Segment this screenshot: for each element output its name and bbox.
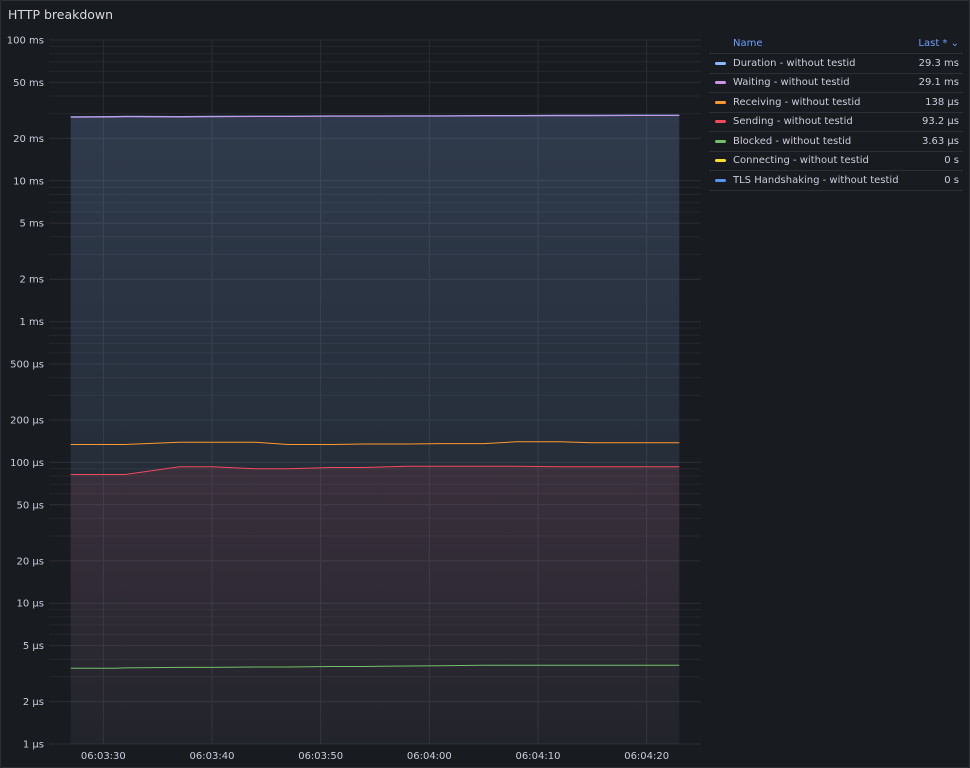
legend-item-name: Receiving - without testid xyxy=(733,96,861,108)
x-tick-label: 06:04:20 xyxy=(624,751,669,762)
legend-item[interactable]: Receiving - without testid 138 µs xyxy=(709,93,963,113)
y-axis: 100 ms 50 ms 20 ms 10 ms 5 ms 2 ms 1 ms 500 µs 2… xyxy=(7,36,44,751)
y-tick-label: 20 ms xyxy=(13,134,44,145)
series-line-1 xyxy=(70,115,680,118)
legend-item[interactable]: Duration - without testid 29.3 ms xyxy=(709,54,963,74)
y-tick-label: 2 ms xyxy=(20,275,45,286)
y-tick-label: 500 µs xyxy=(10,359,44,370)
y-tick-label: 1 ms xyxy=(20,317,45,328)
series-line-2 xyxy=(70,441,680,445)
y-tick-label: 1 µs xyxy=(23,740,44,751)
legend-item-value: 138 µs xyxy=(925,96,959,108)
legend-swatch xyxy=(715,100,726,104)
legend-item-value: 29.3 ms xyxy=(918,57,959,69)
legend-item-name: Waiting - without testid xyxy=(733,77,850,89)
x-tick-label: 06:03:40 xyxy=(190,751,235,762)
y-tick-label: 100 ms xyxy=(7,36,44,47)
x-axis: 06:03:30 06:03:40 06:03:50 06:04:00 06:04:10… xyxy=(81,751,669,762)
legend-item-value: 93.2 µs xyxy=(921,116,959,128)
legend-swatch xyxy=(715,159,726,163)
legend-swatch xyxy=(715,120,726,124)
y-tick-label: 100 µs xyxy=(10,458,44,469)
legend-swatch xyxy=(715,81,726,85)
y-tick-label: 20 µs xyxy=(17,556,44,567)
legend-swatch xyxy=(715,178,726,182)
legend-item[interactable]: Blocked - without testid 3.63 µs xyxy=(709,132,963,152)
legend-item-name: Connecting - without testid xyxy=(733,155,869,167)
y-tick-label: 5 µs xyxy=(23,641,44,652)
series-fills xyxy=(70,115,680,745)
legend-swatch xyxy=(715,61,726,65)
series-fill-3 xyxy=(70,466,680,744)
y-tick-label: 200 µs xyxy=(10,416,44,427)
legend-name-header[interactable]: Name xyxy=(733,37,763,49)
legend-item-value: 3.63 µs xyxy=(921,135,959,147)
legend-header: Name Last * ⌄ xyxy=(709,33,963,54)
legend-item-name: TLS Handshaking - without testid xyxy=(733,174,899,186)
series-line-4 xyxy=(70,664,680,669)
y-tick-label: 50 µs xyxy=(17,500,44,511)
y-tick-label: 10 µs xyxy=(17,599,44,610)
legend-item[interactable]: Waiting - without testid 29.1 ms xyxy=(709,74,963,93)
series-lines xyxy=(70,114,680,669)
series-line-3 xyxy=(70,465,680,475)
y-tick-label: 50 ms xyxy=(13,78,44,89)
x-tick-label: 06:03:30 xyxy=(81,751,126,762)
legend-swatch xyxy=(715,139,726,143)
legend-item[interactable]: TLS Handshaking - without testid 0 s xyxy=(709,171,963,191)
legend-table: Name Last * ⌄ Duration - without testid 2… xyxy=(709,33,963,191)
legend-item-name: Sending - without testid xyxy=(733,116,853,128)
legend-item-value: 29.1 ms xyxy=(918,77,959,89)
x-tick-label: 06:03:50 xyxy=(298,751,343,762)
x-tick-label: 06:04:10 xyxy=(516,751,561,762)
legend-sort-header[interactable]: Last * ⌄ xyxy=(918,37,959,49)
legend-item-value: 0 s xyxy=(944,155,959,167)
legend-item-name: Duration - without testid xyxy=(733,57,856,69)
panel-title: HTTP breakdown xyxy=(8,7,114,22)
legend-item-value: 0 s xyxy=(944,174,959,186)
y-tick-label: 2 µs xyxy=(23,697,44,708)
legend-item[interactable]: Connecting - without testid 0 s xyxy=(709,152,963,171)
legend-item[interactable]: Sending - without testid 93.2 µs xyxy=(709,113,963,132)
y-tick-label: 5 ms xyxy=(20,219,45,230)
y-tick-label: 10 ms xyxy=(13,176,44,187)
legend-item-name: Blocked - without testid xyxy=(733,135,852,147)
x-tick-label: 06:04:00 xyxy=(407,751,452,762)
